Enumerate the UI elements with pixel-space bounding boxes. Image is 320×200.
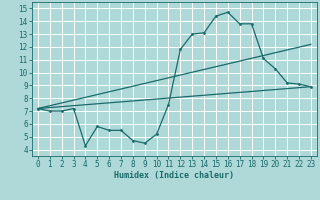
X-axis label: Humidex (Indice chaleur): Humidex (Indice chaleur)	[115, 171, 234, 180]
